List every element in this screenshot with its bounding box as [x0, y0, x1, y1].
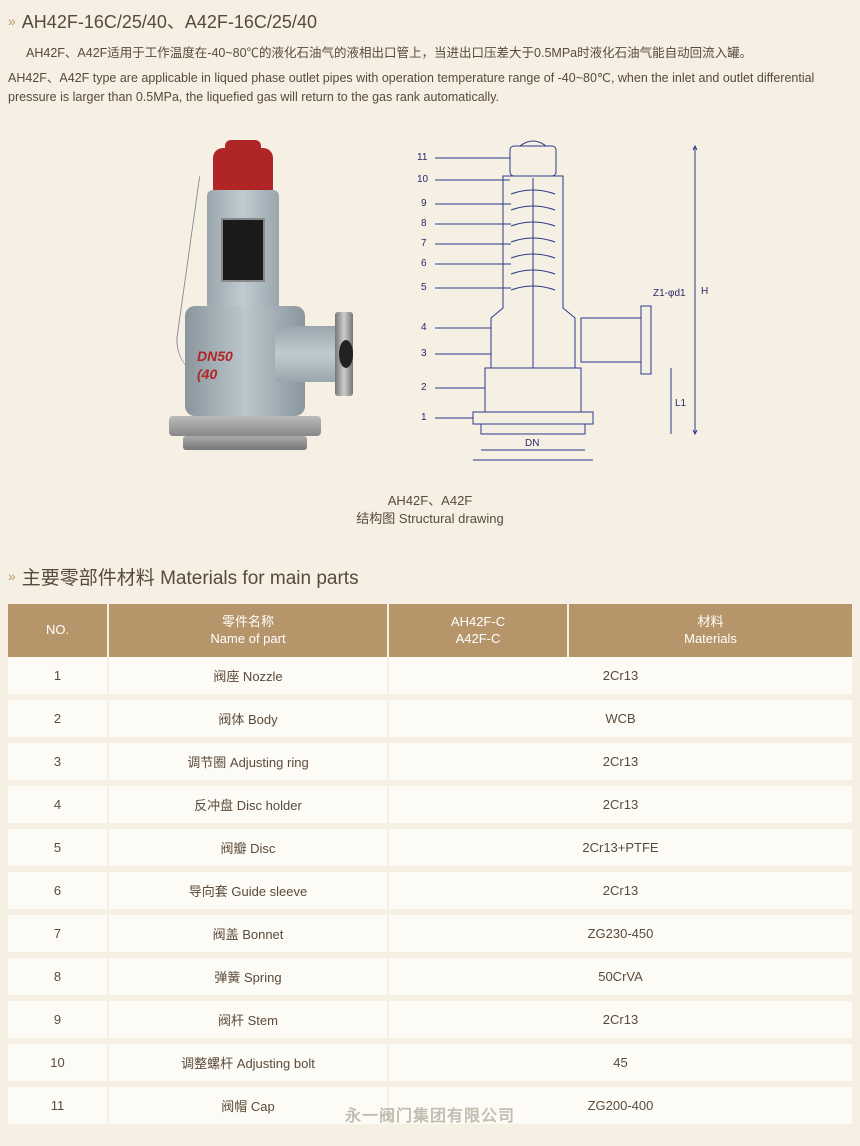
cell-material: 45	[388, 1041, 852, 1084]
table-row: 8弹簧 Spring50CrVA	[8, 955, 852, 998]
chevron-icon: »	[8, 13, 14, 29]
table-row: 4反冲盘 Disc holder2Cr13	[8, 783, 852, 826]
cell-material: 2Cr13+PTFE	[388, 826, 852, 869]
callout-9: 9	[421, 198, 427, 209]
cell-no: 7	[8, 912, 108, 955]
cell-name: 阀瓣 Disc	[108, 826, 388, 869]
cell-no: 5	[8, 826, 108, 869]
table-row: 3调节圈 Adjusting ring2Cr13	[8, 740, 852, 783]
table-row: 7阀盖 BonnetZG230-450	[8, 912, 852, 955]
callout-2: 2	[421, 382, 427, 393]
th-materials: 材料Materials	[568, 604, 852, 658]
chevron-icon: »	[8, 568, 14, 584]
structural-drawing: 11 10 9 8 7 6 5 4 3 2 1 H Z1-φd1 L1 DN	[395, 138, 735, 468]
dim-l1: L1	[675, 398, 686, 409]
description-cn: AH42F、A42F适用于工作温度在-40~80℃的液化石油气的液相出口管上，当…	[8, 40, 852, 65]
cell-name: 阀座 Nozzle	[108, 657, 388, 697]
cell-name: 阀帽 Cap	[108, 1084, 388, 1127]
cell-no: 4	[8, 783, 108, 826]
table-row: 10调整螺杆 Adjusting bolt45	[8, 1041, 852, 1084]
cell-name: 阀体 Body	[108, 697, 388, 740]
cell-name: 阀盖 Bonnet	[108, 912, 388, 955]
cell-material: 2Cr13	[388, 998, 852, 1041]
callout-6: 6	[421, 258, 427, 269]
figure-caption: AH42F、A42F 结构图 Structural drawing	[8, 478, 852, 558]
cell-material: 2Cr13	[388, 740, 852, 783]
dim-h: H	[701, 286, 708, 297]
callout-8: 8	[421, 218, 427, 229]
cell-no: 6	[8, 869, 108, 912]
cell-name: 反冲盘 Disc holder	[108, 783, 388, 826]
figure-area: DN50 (40	[8, 108, 852, 478]
cell-material: WCB	[388, 697, 852, 740]
cell-material: 2Cr13	[388, 869, 852, 912]
materials-table: NO. 零件名称Name of part AH42F-CA42F-C 材料Mat…	[8, 604, 852, 1131]
cell-material: ZG200-400	[388, 1084, 852, 1127]
cell-no: 11	[8, 1084, 108, 1127]
callout-5: 5	[421, 282, 427, 293]
callout-3: 3	[421, 348, 427, 359]
callout-7: 7	[421, 238, 427, 249]
dn-marking: DN50	[197, 348, 233, 364]
cell-no: 10	[8, 1041, 108, 1084]
cell-material: ZG230-450	[388, 912, 852, 955]
cell-name: 阀杆 Stem	[108, 998, 388, 1041]
valve-cap-icon	[213, 148, 273, 196]
table-row: 2阀体 BodyWCB	[8, 697, 852, 740]
callout-11: 11	[417, 152, 427, 163]
cell-no: 2	[8, 697, 108, 740]
cell-no: 1	[8, 657, 108, 697]
callout-4: 4	[421, 322, 427, 333]
table-row: 9阀杆 Stem2Cr13	[8, 998, 852, 1041]
table-row: 5阀瓣 Disc2Cr13+PTFE	[8, 826, 852, 869]
product-photo: DN50 (40	[125, 148, 365, 468]
description-en: AH42F、A42F type are applicable in liqued…	[8, 65, 852, 109]
cell-name: 弹簧 Spring	[108, 955, 388, 998]
cell-name: 导向套 Guide sleeve	[108, 869, 388, 912]
table-row: 6导向套 Guide sleeve2Cr13	[8, 869, 852, 912]
callout-10: 10	[417, 174, 428, 185]
dim-dn: DN	[525, 438, 539, 449]
section-title: 主要零部件材料 Materials for main parts	[22, 563, 359, 590]
cell-material: 50CrVA	[388, 955, 852, 998]
table-row: 1阀座 Nozzle2Cr13	[8, 657, 852, 697]
cell-material: 2Cr13	[388, 783, 852, 826]
title-row: » AH42F-16C/25/40、A42F-16C/25/40	[8, 0, 852, 40]
cell-no: 8	[8, 955, 108, 998]
th-name: 零件名称Name of part	[108, 604, 388, 658]
section-header: » 主要零部件材料 Materials for main parts	[8, 559, 852, 604]
table-row: 11阀帽 CapZG200-400	[8, 1084, 852, 1127]
dim-z1: Z1-φd1	[653, 288, 686, 299]
cell-material: 2Cr13	[388, 657, 852, 697]
pn-marking: (40	[197, 366, 217, 382]
th-model: AH42F-CA42F-C	[388, 604, 568, 658]
th-no: NO.	[8, 604, 108, 658]
cell-name: 调节圈 Adjusting ring	[108, 740, 388, 783]
page-title: AH42F-16C/25/40、A42F-16C/25/40	[22, 8, 317, 34]
callout-1: 1	[421, 412, 427, 423]
cell-no: 9	[8, 998, 108, 1041]
cell-no: 3	[8, 740, 108, 783]
cell-name: 调整螺杆 Adjusting bolt	[108, 1041, 388, 1084]
